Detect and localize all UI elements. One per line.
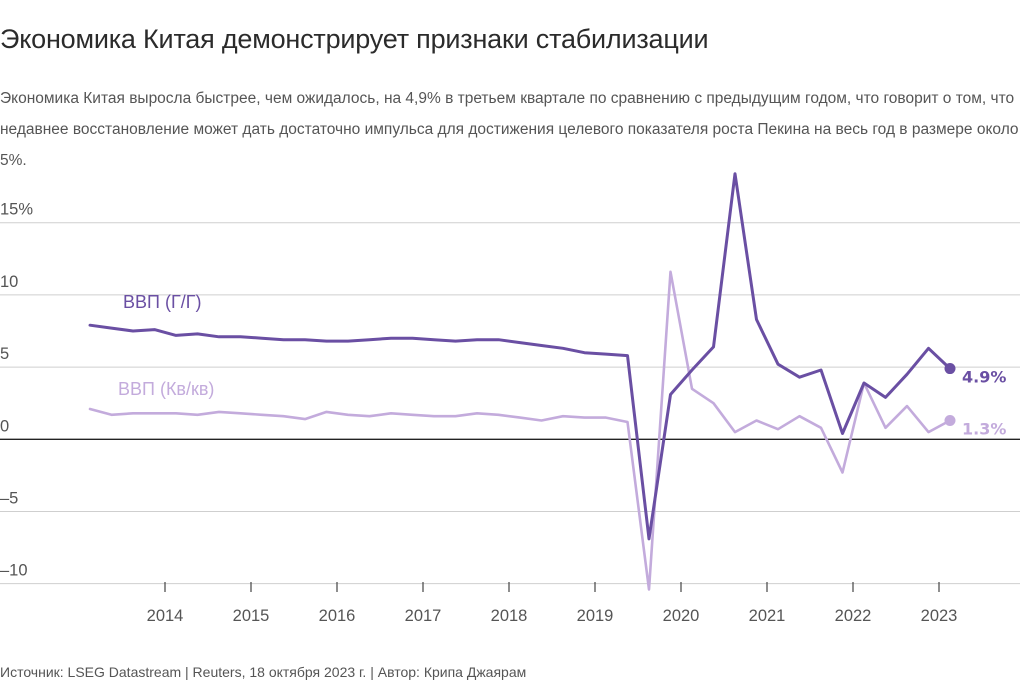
x-axis: 2014 2015 2016 2017 2018 2019 2020 2021 2022 2023 xyxy=(147,582,958,625)
x-tick-label: 2014 xyxy=(147,607,184,625)
x-tick-label: 2016 xyxy=(319,607,356,625)
x-tick-label: 2023 xyxy=(921,607,958,625)
y-tick-label: –5 xyxy=(0,489,18,507)
gridlines: 15% 10 5 0 –5 –10 xyxy=(0,201,1020,585)
series-lines: 1.3% 4.9% xyxy=(88,172,1006,591)
y-tick-label: 0 xyxy=(0,417,9,435)
end-point-yoy xyxy=(944,363,956,375)
chart-subtitle: Экономика Китая выросла быстрее, чем ожи… xyxy=(0,90,1019,169)
x-tick-label: 2015 xyxy=(233,607,270,625)
x-tick-label: 2019 xyxy=(577,607,614,625)
end-point-qoq xyxy=(944,415,956,427)
series-line-qoq xyxy=(88,270,952,591)
source-note: Источник: LSEG Datastream | Reuters, 18 … xyxy=(0,664,527,680)
x-tick-label: 2020 xyxy=(663,607,700,625)
y-tick-label: 5 xyxy=(0,345,9,363)
x-tick-label: 2018 xyxy=(491,607,528,625)
series-label-qoq: ВВП (Кв/кв) xyxy=(118,379,214,399)
y-tick-label: –10 xyxy=(0,562,28,580)
end-label-yoy: 4.9% xyxy=(962,368,1006,387)
series-label-yoy: ВВП (Г/Г) xyxy=(123,292,201,312)
series-line-yoy xyxy=(88,172,952,541)
y-tick-label: 15% xyxy=(0,201,33,219)
y-tick-label: 10 xyxy=(0,273,18,291)
end-label-qoq: 1.3% xyxy=(962,420,1006,439)
x-tick-label: 2021 xyxy=(749,607,786,625)
x-tick-label: 2017 xyxy=(405,607,442,625)
chart-title: Экономика Китая демонстрирует признаки с… xyxy=(0,24,709,54)
x-tick-label: 2022 xyxy=(835,607,872,625)
